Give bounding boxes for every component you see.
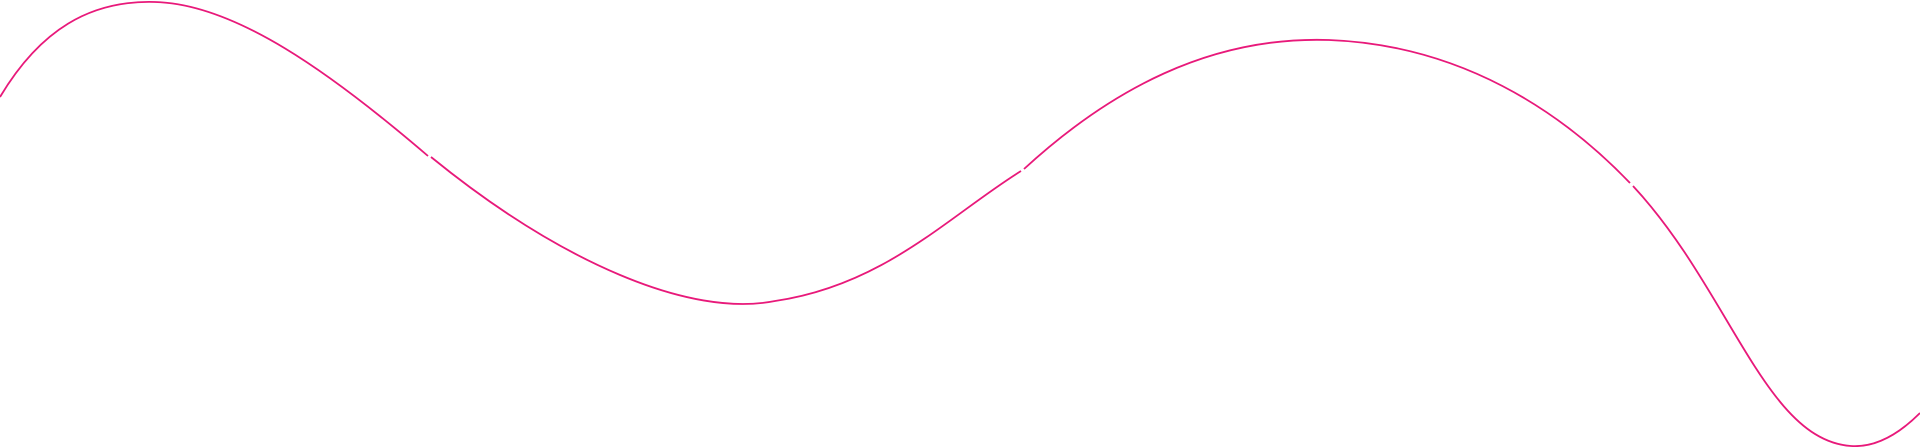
wave-segment-2 bbox=[430, 156, 1022, 305]
wave-segment-4 bbox=[1632, 185, 1920, 447]
wave-segment-3 bbox=[1023, 38, 1631, 184]
wave-segment-1 bbox=[0, 1, 429, 157]
